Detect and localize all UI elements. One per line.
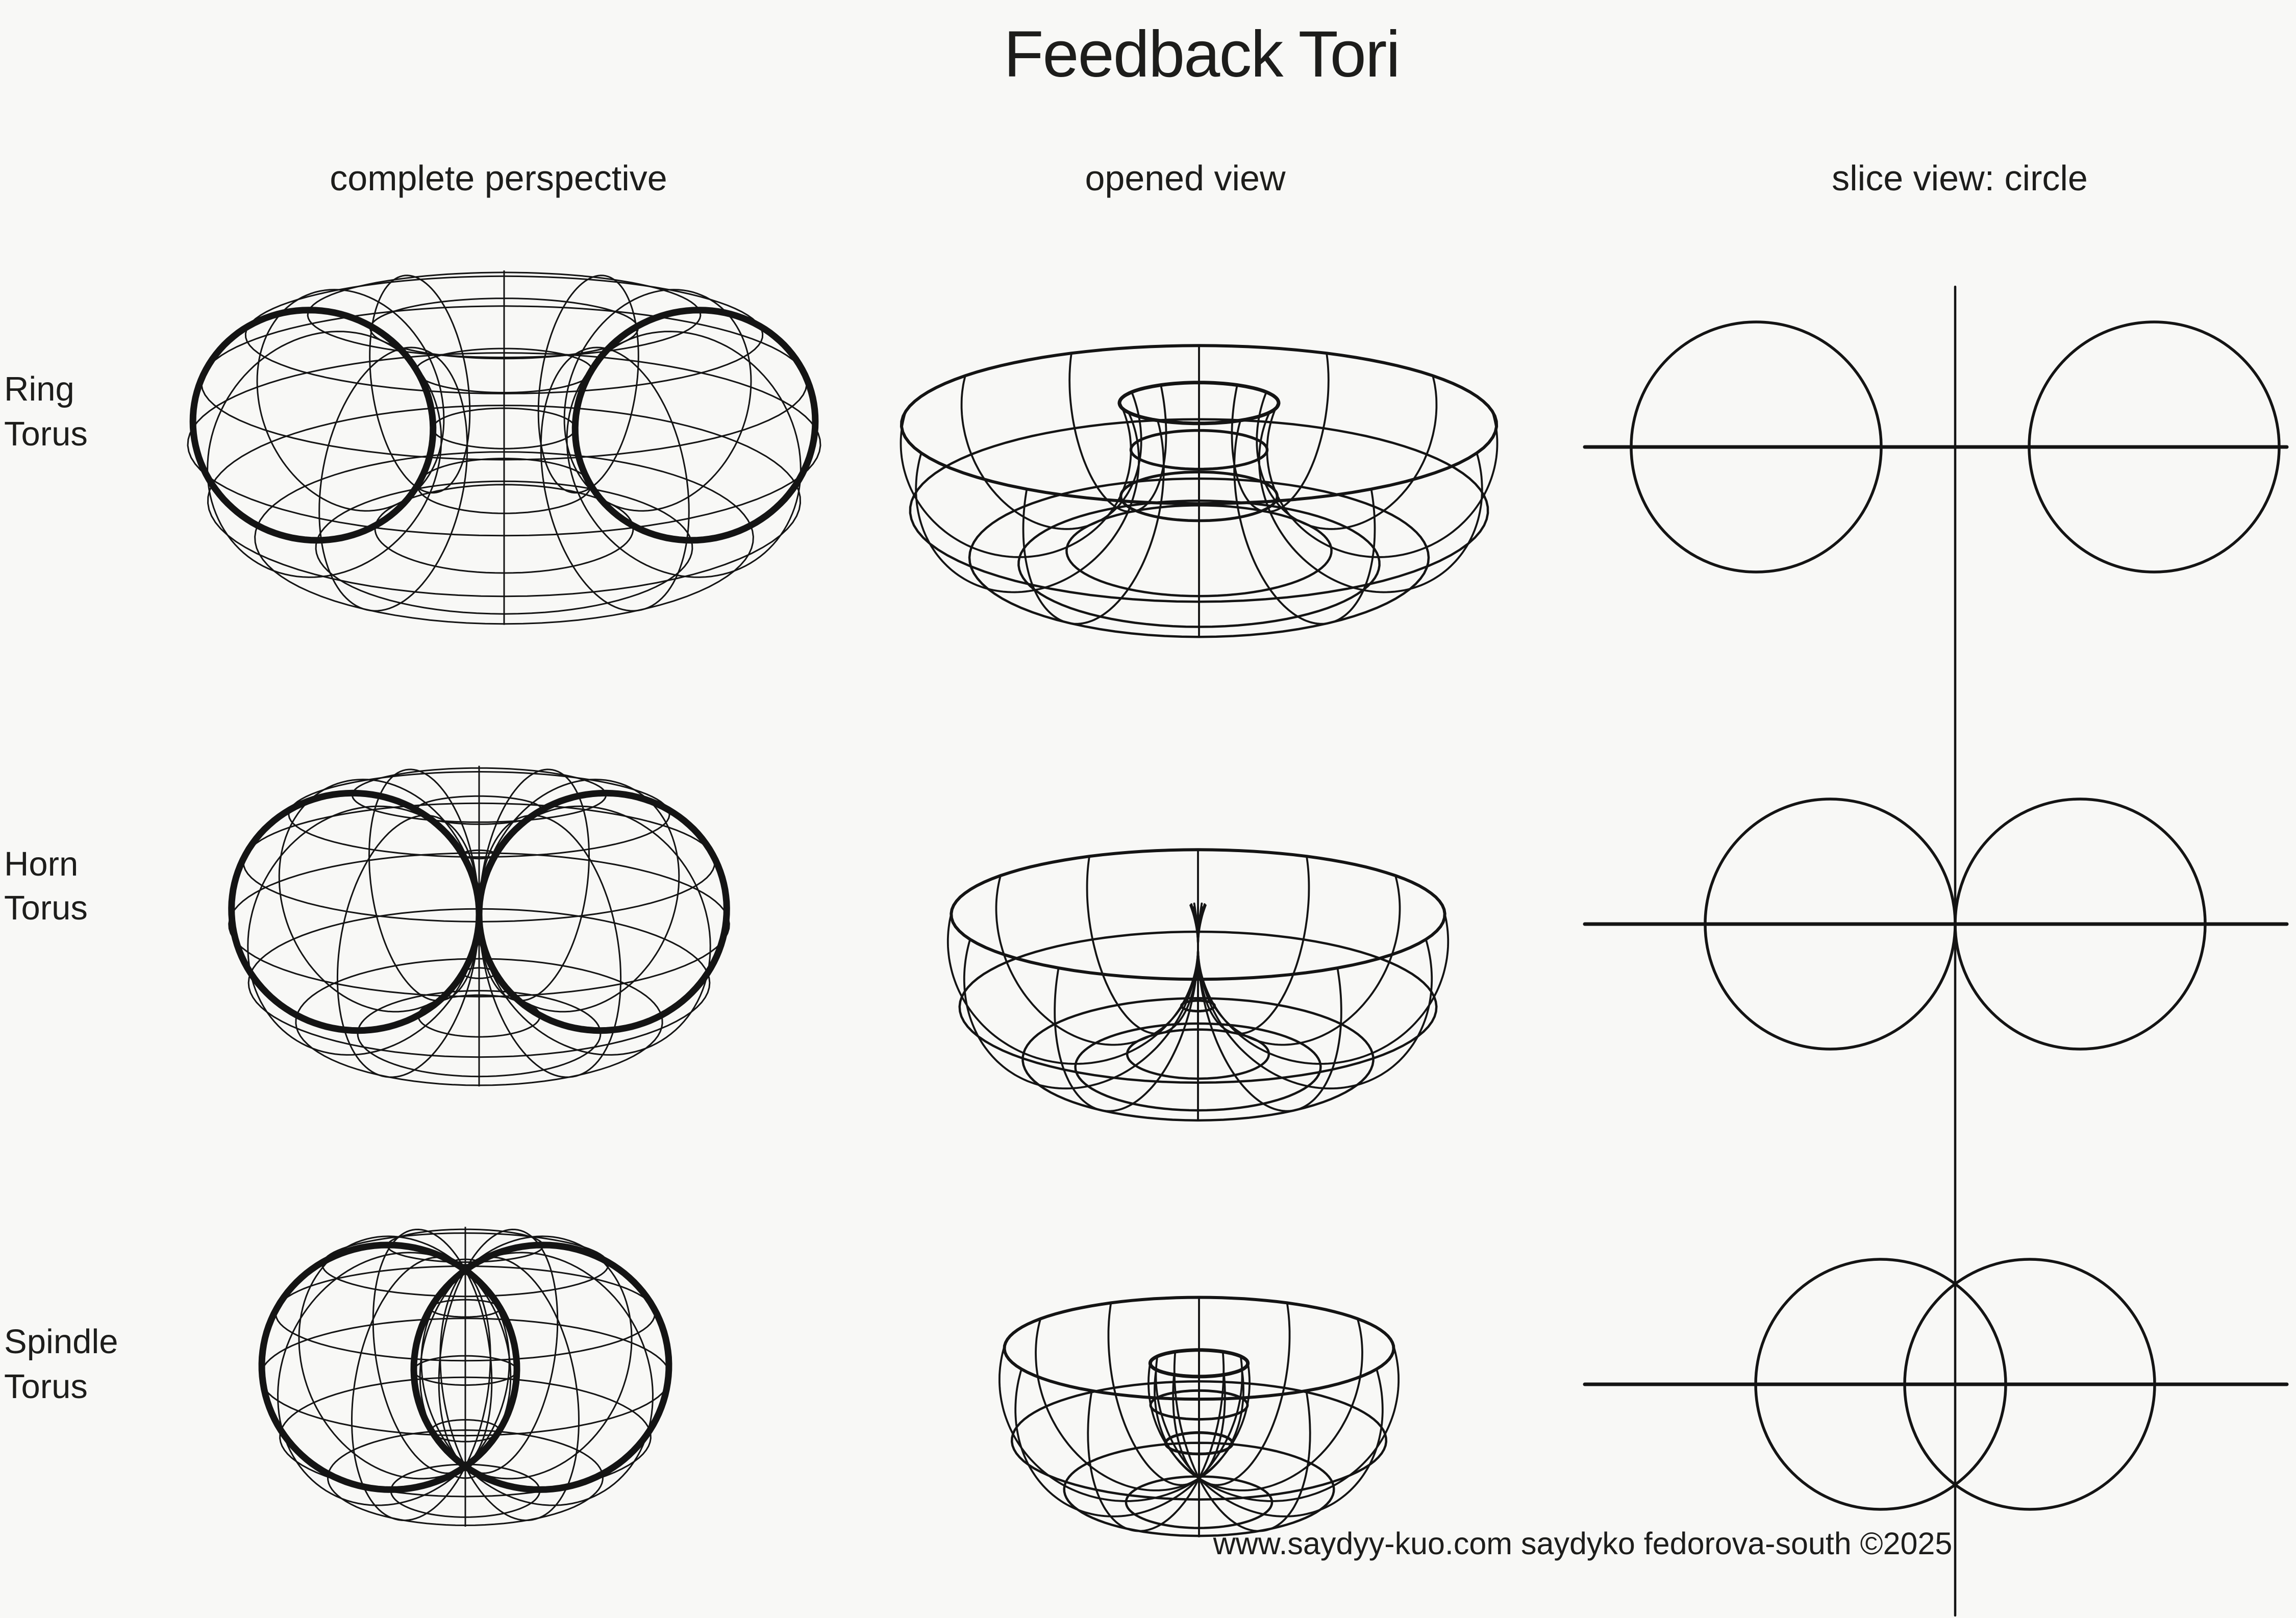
figure-spindle-torus-opened xyxy=(999,1296,1400,1537)
figure-ring-torus-opened xyxy=(900,344,1499,638)
figure-ring-torus-perspective xyxy=(187,270,821,625)
credit-text: www.saydyy-kuo.com saydyko fedorova-sout… xyxy=(1213,1526,1953,1561)
row-label-spindle-torus: Spindle Torus xyxy=(4,1323,118,1406)
figure-spindle-torus-perspective xyxy=(258,1227,672,1527)
page-title: Feedback Tori xyxy=(1004,18,1400,91)
figure-horn-torus-opened xyxy=(946,848,1450,1122)
figure-spindle-torus-slice xyxy=(1583,1258,2289,1511)
column-header-opened-view: opened view xyxy=(1085,158,1286,198)
column-header-slice-view: slice view: circle xyxy=(1832,158,2088,198)
row-label-ring-torus: Ring Torus xyxy=(4,370,88,453)
figure-ring-torus-slice xyxy=(1583,320,2289,574)
figure-horn-torus-slice xyxy=(1583,798,2289,1051)
row-label-horn-torus: Horn Torus xyxy=(4,845,88,927)
row-label-line: Spindle xyxy=(4,1323,118,1361)
column-header-complete-perspective: complete perspective xyxy=(330,158,667,198)
row-label-line: Torus xyxy=(4,1367,88,1406)
row-label-line: Horn xyxy=(4,845,78,883)
figures-layer xyxy=(187,270,2289,1617)
figure-horn-torus-perspective xyxy=(228,765,730,1087)
row-label-line: Ring xyxy=(4,370,74,408)
row-label-line: Torus xyxy=(4,889,88,927)
row-label-line: Torus xyxy=(4,415,88,453)
